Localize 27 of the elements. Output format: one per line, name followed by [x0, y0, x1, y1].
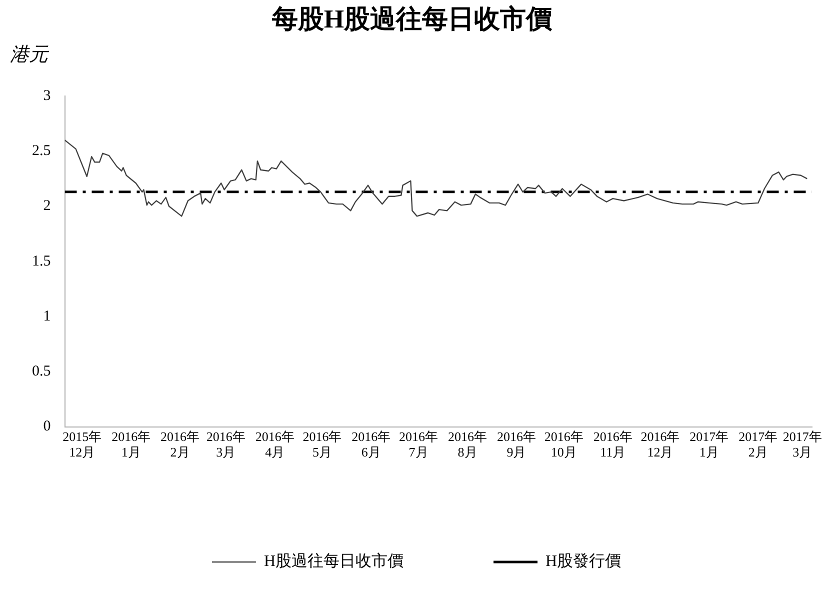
legend-label: H股過往每日收市價	[264, 552, 404, 570]
x-tick-label: 2016年 12月	[640, 429, 680, 460]
legend-label: H股發行價	[546, 553, 622, 570]
y-tick-label: 3	[43, 88, 51, 104]
y-tick-label: 0.5	[32, 364, 51, 380]
x-tick-label: 2016年 9月	[496, 429, 536, 460]
chart-title: 每股H股過往每日收市價	[270, 4, 554, 34]
y-tick-label: 2	[43, 198, 51, 214]
y-tick-label: 2.5	[32, 143, 51, 160]
x-tick-label: 2016年 10月	[544, 429, 584, 460]
x-tick-label: 2016年 8月	[448, 429, 488, 460]
x-tick-label: 2017年 3月	[782, 429, 822, 460]
x-tick-label: 2016年 6月	[352, 429, 391, 460]
x-tick-label: 2016年 4月	[255, 429, 294, 460]
x-tick-label: 2017年 1月	[690, 429, 729, 460]
y-tick-label: 1.5	[32, 253, 51, 270]
x-tick-label: 2016年 1月	[112, 429, 151, 460]
x-tick-label: 2015年 12月	[62, 429, 102, 460]
x-tick-label: 2016年 11月	[593, 429, 632, 460]
x-tick-label: 2017年 2月	[738, 429, 778, 460]
x-tick-label: 2016年 7月	[399, 429, 438, 460]
y-tick-label: 0	[43, 418, 51, 435]
y-axis-title: 港元	[10, 44, 50, 66]
x-tick-label: 2016年 5月	[302, 429, 342, 460]
y-tick-label: 1	[43, 308, 51, 324]
x-tick-label: 2016年 3月	[206, 429, 246, 460]
x-tick-label: 2016年 2月	[160, 429, 200, 460]
